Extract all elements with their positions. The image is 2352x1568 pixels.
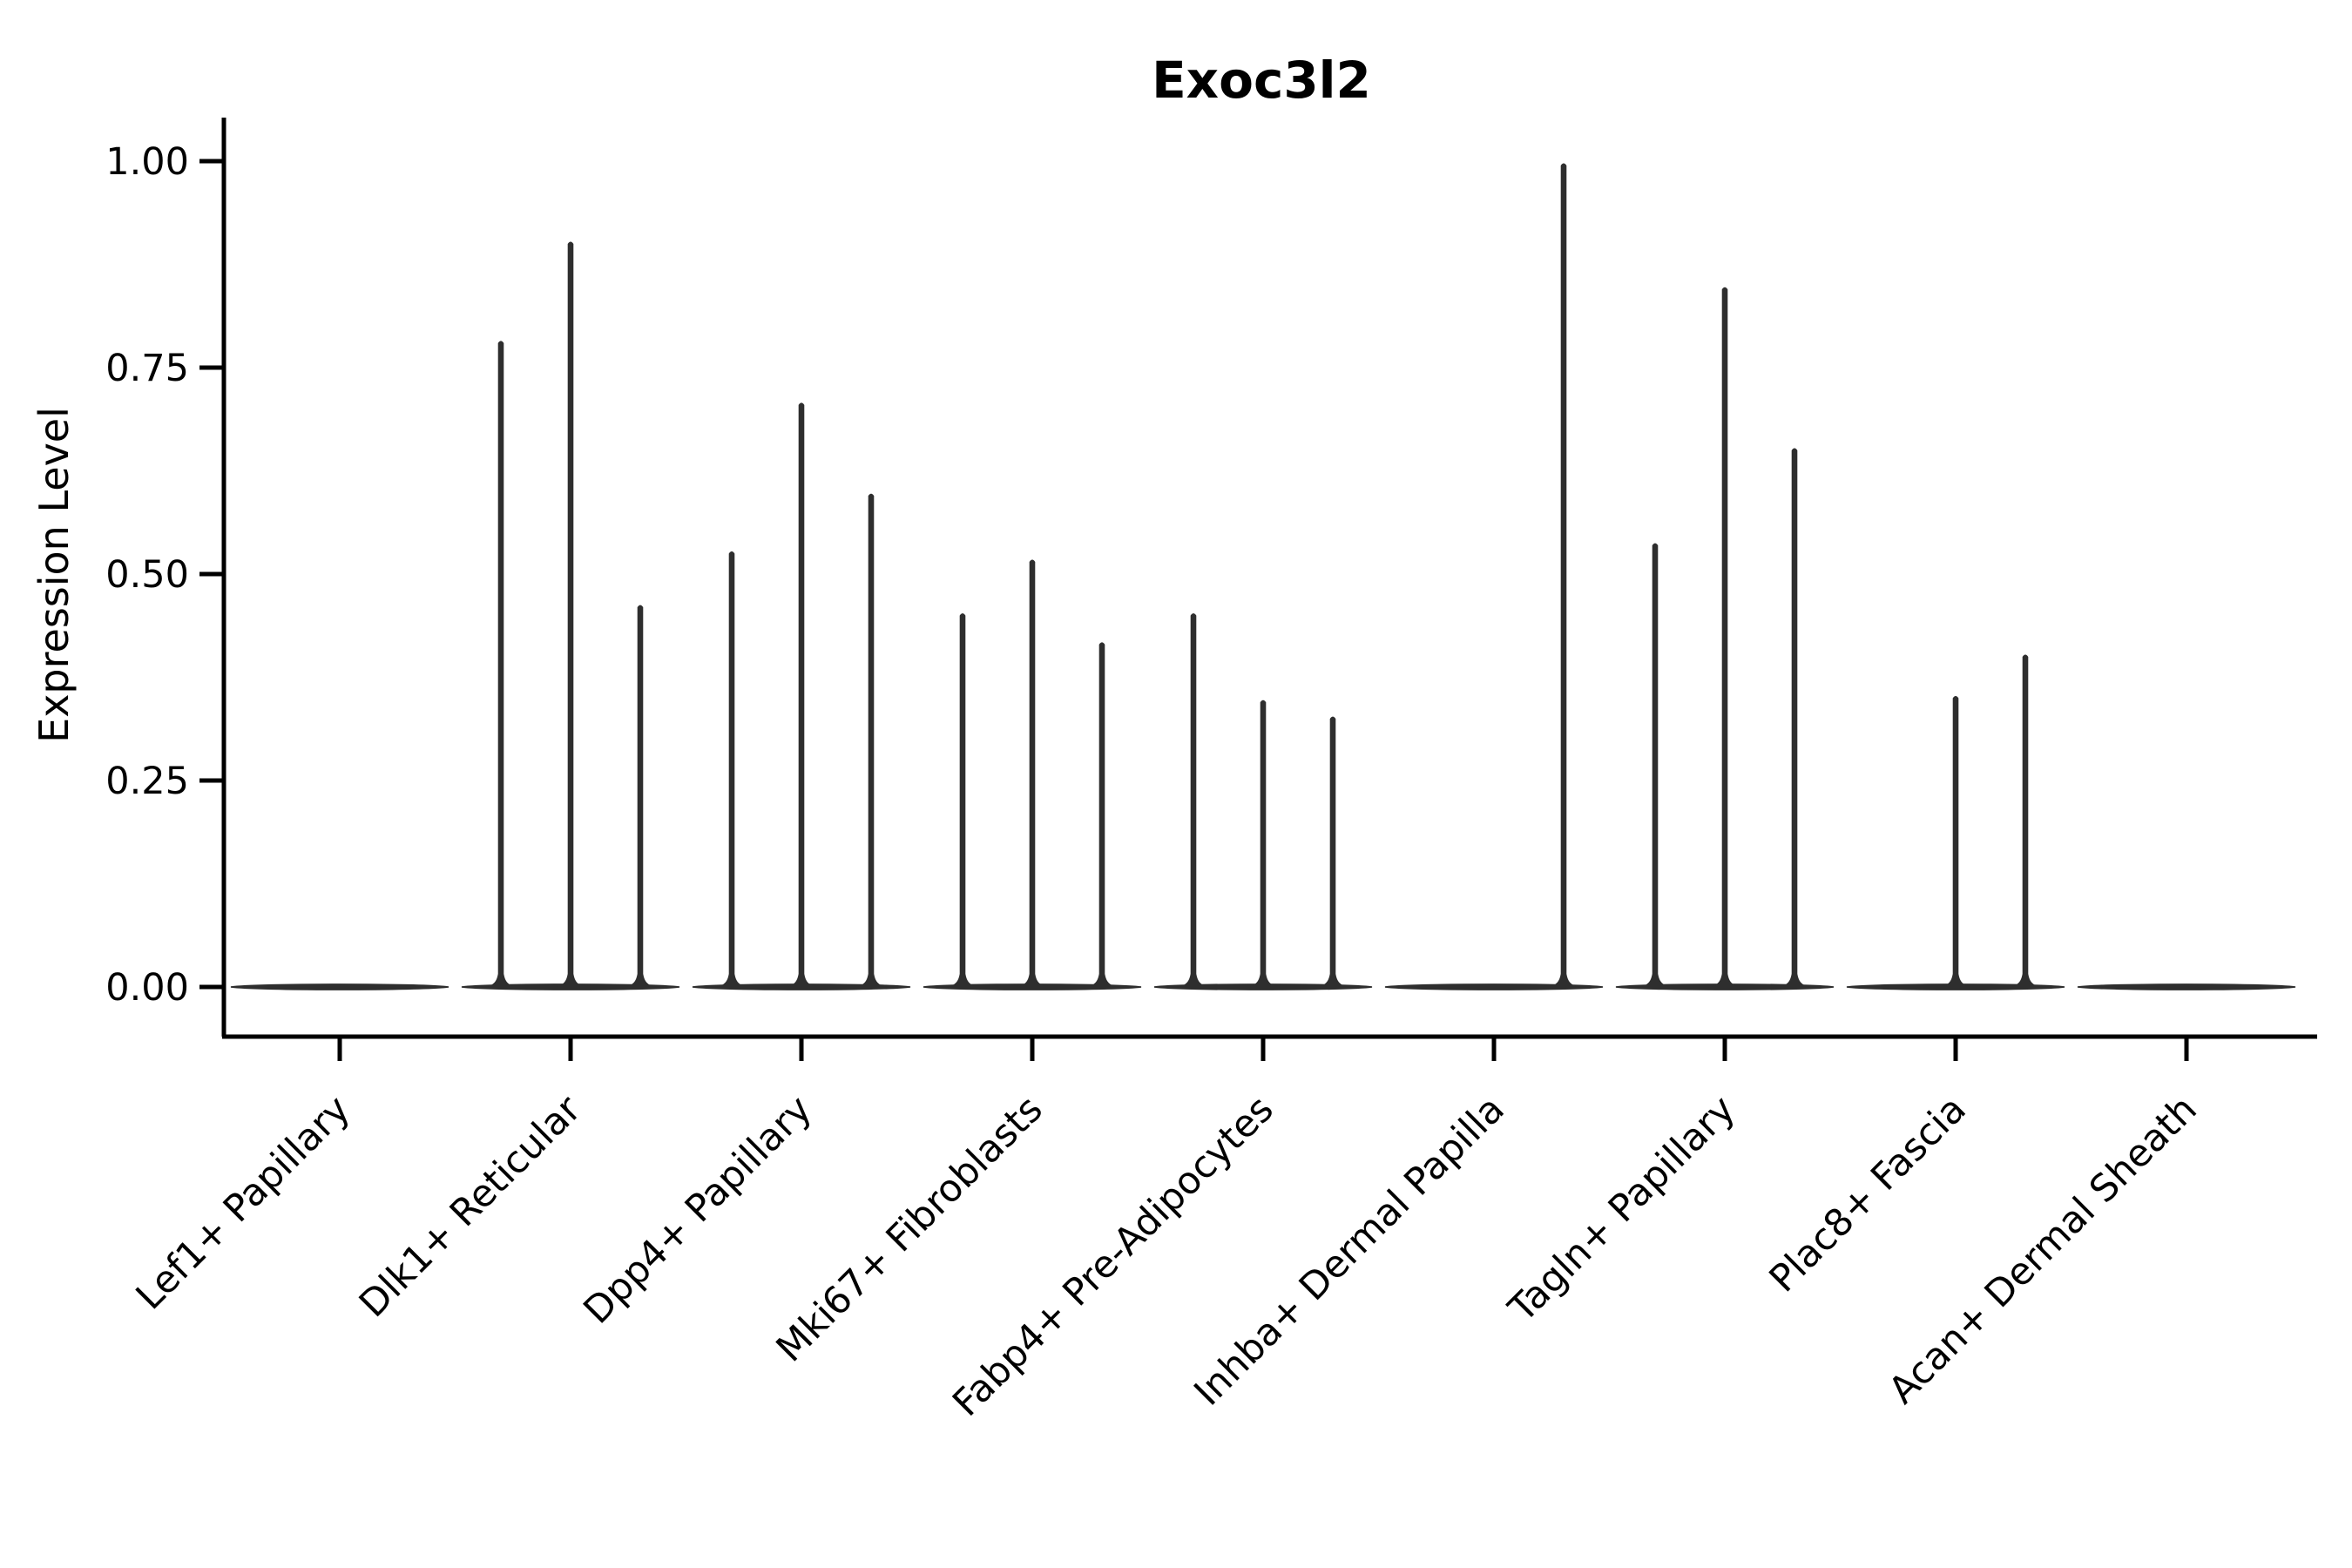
x-tick-label: Dpp4+ Papillary: [576, 1087, 821, 1332]
axes-layer: [199, 118, 2317, 1061]
violin-baseline: [1384, 983, 1604, 990]
x-tick-label: Tagln+ Papillary: [1500, 1087, 1744, 1331]
violin-spike: [1641, 543, 1669, 987]
y-axis-label: Expression Level: [30, 407, 78, 743]
violin-spike: [1942, 695, 1970, 987]
violin-baseline: [2077, 983, 2296, 990]
y-tick-label: 0.50: [105, 553, 189, 597]
violin-baseline: [230, 983, 449, 990]
y-tick-label: 0.00: [105, 966, 189, 1010]
x-tick-label: Mki67+ Fibroblasts: [768, 1087, 1051, 1370]
violin-spike: [1179, 613, 1207, 987]
violin-spike: [1249, 700, 1277, 987]
violin-spike: [1018, 559, 1046, 987]
x-tick-label: Plac8+ Fascia: [1761, 1087, 1975, 1301]
x-tick-label: Lef1+ Papillary: [128, 1087, 359, 1318]
violins-layer: [230, 163, 2296, 990]
violin-spike: [1711, 287, 1739, 987]
violin-spike: [626, 605, 654, 987]
y-tick-label: 0.75: [105, 347, 189, 390]
violin-spike: [1550, 163, 1578, 987]
violin-spike: [487, 341, 515, 987]
chart-title: Exoc3l2: [1152, 51, 1371, 110]
violin-spike: [1781, 448, 1808, 987]
violin-spike: [1319, 716, 1347, 987]
labels-layer: 0.00 0.25 0.50 0.75 1.00 Lef1+ PapillaryDlk1+…: [105, 140, 2206, 1425]
violin-spike: [557, 241, 585, 987]
violin-spike: [718, 551, 746, 987]
violin-spike: [857, 493, 885, 987]
violin-spike: [1088, 642, 1116, 987]
violin-spike: [949, 613, 977, 987]
y-tick-label: 0.25: [105, 760, 189, 803]
x-tick-label: Dlk1+ Reticular: [351, 1087, 590, 1326]
violin-spike: [2011, 654, 2039, 987]
violin-spike: [787, 402, 815, 987]
y-tick-label: 1.00: [105, 140, 189, 184]
